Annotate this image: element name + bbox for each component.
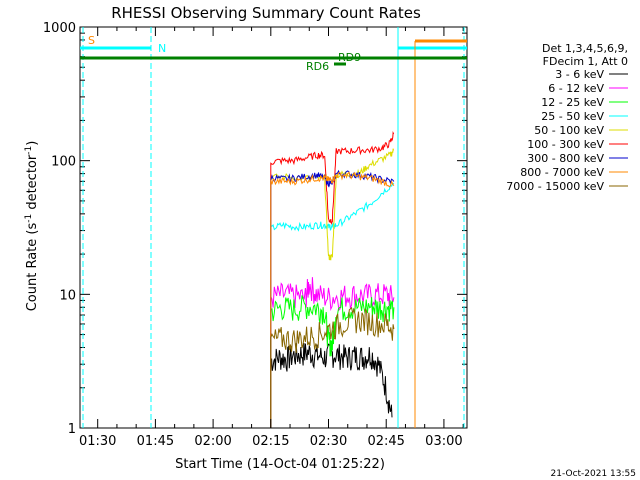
legend-label-5: 100 - 300 keV — [527, 138, 604, 151]
series-line-7 — [270, 171, 395, 428]
series-line-8 — [270, 306, 395, 428]
x-tick-label-0: 01:30 — [79, 434, 116, 449]
annotation-label-s: S — [88, 34, 95, 47]
y-tick-label-2: 100 — [51, 155, 76, 170]
y-axis-title-part-3: ) — [25, 141, 40, 146]
annotation-label-n: N — [158, 42, 166, 55]
legend-header-0: Det 1,3,4,5,6,9, — [542, 42, 628, 55]
legend-header-1: FDecim 1, Att 0 — [543, 55, 628, 68]
legend-label-0: 3 - 6 keV — [555, 68, 604, 81]
footer-timestamp: 21-Oct-2021 13:55 — [551, 469, 636, 479]
x-tick-label-4: 02:30 — [310, 434, 347, 449]
y-tick-label-3: 1000 — [43, 21, 76, 36]
legend-label-2: 12 - 25 keV — [541, 96, 604, 109]
legend-label-6: 300 - 800 keV — [527, 152, 604, 165]
series-line-1 — [270, 277, 395, 428]
annotation-label-rd9: RD9 — [338, 51, 361, 64]
x-axis-title: Start Time (14-Oct-04 01:25:22) — [175, 457, 385, 472]
y-axis-title-superscript-1: -1 — [24, 214, 34, 223]
series-line-2 — [270, 295, 395, 428]
chart-title: RHESSI Observing Summary Count Rates — [111, 4, 421, 22]
y-axis-title-part-2: detector — [25, 154, 40, 214]
y-axis-title-superscript-2: -1 — [24, 146, 34, 155]
plot-frame — [79, 26, 468, 429]
x-tick-label-5: 02:45 — [367, 434, 404, 449]
legend-label-7: 800 - 7000 keV — [520, 166, 604, 179]
y-tick-label-0: 1 — [68, 422, 76, 437]
legend-label-1: 6 - 12 keV — [548, 82, 604, 95]
x-tick-label-3: 02:15 — [252, 434, 289, 449]
legend-label-3: 25 - 50 keV — [541, 110, 604, 123]
series-line-3 — [270, 182, 395, 428]
x-tick-label-2: 02:00 — [194, 434, 231, 449]
annotation-label-rd6: RD6 — [306, 60, 329, 73]
y-axis-title-part-1: Count Rate (s — [25, 223, 40, 312]
x-tick-label-1: 01:45 — [137, 434, 174, 449]
legend-label-8: 7000 - 15000 keV — [506, 180, 604, 193]
y-axis-title: Count Rate (s-1 detector-1) — [24, 141, 40, 312]
legend: Det 1,3,4,5,6,9,FDecim 1, Att 03 - 6 keV… — [506, 42, 628, 193]
series-line-6 — [270, 169, 395, 428]
legend-label-4: 50 - 100 keV — [534, 124, 604, 137]
x-tick-label-6: 03:00 — [425, 434, 462, 449]
series-line-4 — [270, 148, 394, 428]
series-line-5 — [270, 130, 395, 428]
y-tick-label-1: 10 — [59, 288, 76, 303]
